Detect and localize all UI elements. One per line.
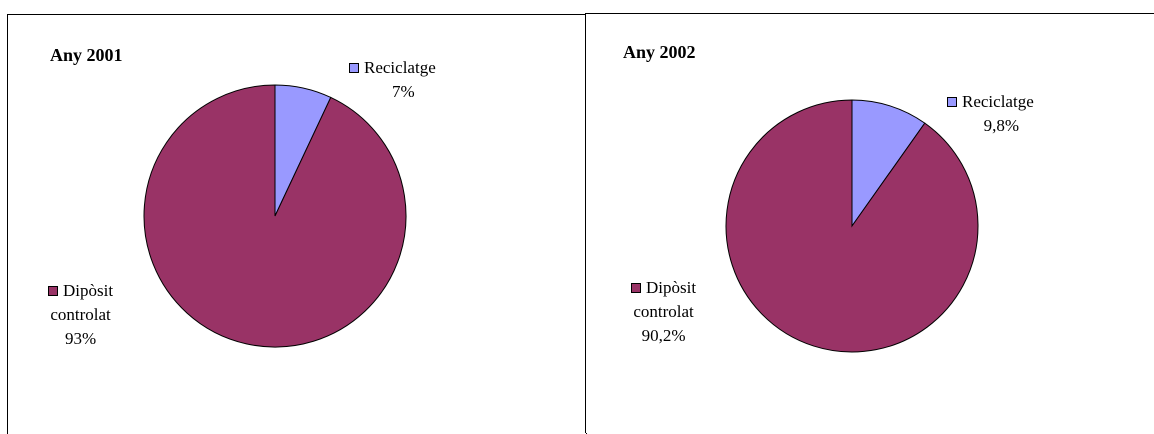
data-label: 93% <box>64 329 97 348</box>
legend-label-line2: controlat <box>50 305 111 324</box>
legend-label: Reciclatge <box>364 58 436 77</box>
legend-swatch <box>349 63 359 73</box>
legend-landfill: Dipòsit controlat 90,2% <box>631 276 696 348</box>
legend-swatch <box>48 286 58 296</box>
legend-label: Reciclatge <box>962 92 1034 111</box>
data-label: 7% <box>392 82 415 101</box>
pie-slice-recycling <box>851 99 926 228</box>
chart-panel-2002: Any 2002 Reciclatge 9,8% Dipòsit control… <box>585 13 1154 433</box>
data-label: 90,2% <box>641 326 686 345</box>
legend-label: Dipòsit <box>646 278 697 297</box>
chart-title: Any 2002 <box>623 42 696 62</box>
pie-chart <box>725 99 979 353</box>
pie-chart <box>143 84 407 348</box>
legend-recycling: Reciclatge 9,8% <box>947 90 1034 138</box>
chart-panel-2001: Any 2001 Reciclatge 7% Dipòsit controlat… <box>7 14 587 434</box>
legend-landfill: Dipòsit controlat 93% <box>48 279 113 351</box>
legend-swatch <box>947 97 957 107</box>
legend-recycling: Reciclatge 7% <box>349 56 436 104</box>
legend-swatch <box>631 283 641 293</box>
pie-slice-landfill <box>143 84 407 348</box>
legend-label: Dipòsit <box>63 281 114 300</box>
pie-slice-landfill <box>725 99 979 353</box>
legend-label-line2: controlat <box>633 302 694 321</box>
data-label: 9,8% <box>983 116 1020 135</box>
chart-title: Any 2001 <box>50 45 123 65</box>
